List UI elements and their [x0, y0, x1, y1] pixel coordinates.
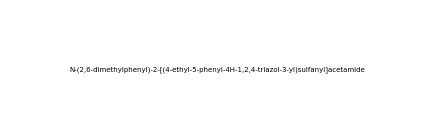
Text: N-(2,6-dimethylphenyl)-2-[(4-ethyl-5-phenyl-4H-1,2,4-triazol-3-yl)sulfanyl]aceta: N-(2,6-dimethylphenyl)-2-[(4-ethyl-5-phe…	[69, 67, 365, 73]
